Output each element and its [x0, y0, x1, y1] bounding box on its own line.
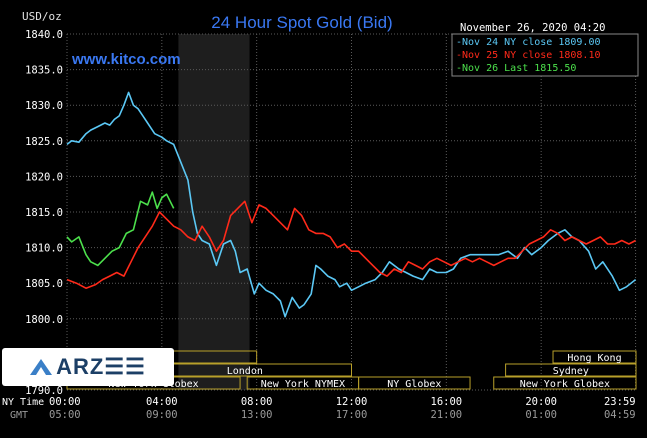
x-tick-label-ny: 23:59: [604, 396, 636, 408]
series-line: [66, 191, 175, 267]
x-tick-label-ny: 20:00: [525, 396, 557, 408]
session-label: NY Globex: [387, 379, 441, 390]
arzee-logo-text: ARZ☰☰: [56, 354, 146, 379]
session-box: [505, 363, 637, 377]
x-tick-label-gmt: 01:00: [525, 409, 557, 421]
arzee-logo: ARZ☰☰: [2, 348, 174, 386]
series-line: [66, 200, 636, 290]
y-tick-label: 1800.0: [25, 314, 63, 326]
chart-timestamp: November 26, 2020 04:20: [460, 22, 605, 34]
legend-entry: -Nov 25 NY close 1808.10: [456, 50, 601, 61]
x-tick-label-gmt: 13:00: [241, 409, 273, 421]
x-tick-label-gmt: 09:00: [146, 409, 178, 421]
x-tick-label-ny: 00:00: [49, 396, 81, 408]
session-box: [493, 376, 637, 390]
y-tick-label: 1840.0: [25, 29, 63, 41]
x-tick-label-ny: 08:00: [241, 396, 273, 408]
x-tick-label-ny: 16:00: [431, 396, 463, 408]
x-tick-label-gmt: 21:00: [431, 409, 463, 421]
session-box: [552, 350, 637, 364]
x-tick-label-gmt: 17:00: [336, 409, 368, 421]
y-tick-label: 1835.0: [25, 65, 63, 77]
x-tick-label-ny: 12:00: [336, 396, 368, 408]
series-line: [66, 91, 637, 318]
x-tick-label-gmt: 05:00: [49, 409, 81, 421]
session-label: New York NYMEX: [261, 379, 345, 390]
x-row-label-gmt: GMT: [10, 410, 28, 421]
arzee-arrow-icon: [30, 359, 53, 375]
session-label: London: [227, 366, 263, 377]
legend-entry: -Nov 26 Last 1815.50: [456, 63, 576, 74]
series-lines: [66, 91, 637, 318]
session-label: New York Globex: [520, 379, 610, 390]
y-tick-label: 1815.0: [25, 207, 63, 219]
x-tick-label-ny: 04:00: [146, 396, 178, 408]
y-tick-label: 1830.0: [25, 100, 63, 112]
y-tick-label: 1805.0: [25, 278, 63, 290]
session-label: Hong Kong: [567, 353, 621, 364]
chart-title: 24 Hour Spot Gold (Bid): [211, 13, 392, 32]
x-tick-label-gmt: 04:59: [604, 409, 636, 421]
legend-entry: -Nov 24 NY close 1809.00: [456, 37, 601, 48]
y-tick-labels: 1840.0 1835.0 1830.0 1825.0 1820.0 1815.0 1810…: [25, 29, 63, 397]
session-box: [358, 376, 471, 390]
y-tick-label: 1810.0: [25, 243, 63, 255]
legend: -Nov 24 NY close 1809.00 -Nov 25 NY close…: [456, 37, 601, 74]
kitco-watermark: www.kitco.com: [71, 51, 181, 68]
x-row-labels: NY Time GMT: [2, 397, 44, 421]
legend-box: [451, 33, 639, 77]
y-tick-label: 1825.0: [25, 136, 63, 148]
x-row-label-ny: NY Time: [2, 397, 44, 408]
session-label: Sydney: [553, 366, 589, 377]
y-tick-label: 1820.0: [25, 171, 63, 183]
y-axis-label: USD/oz: [22, 10, 62, 23]
y-tick-label: 1790.0: [25, 385, 63, 397]
